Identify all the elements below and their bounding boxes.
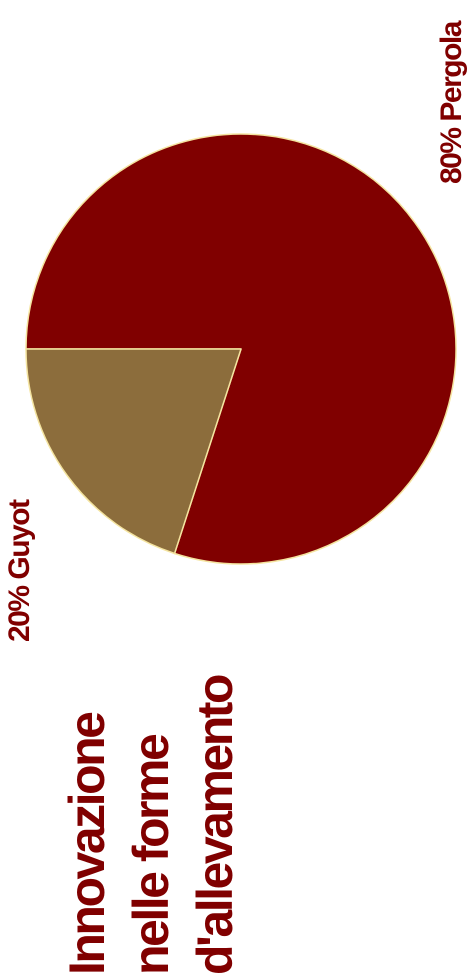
title-line-2: nelle forme: [123, 735, 179, 975]
title-line-1: Innovazione: [59, 713, 115, 975]
slice-label-guyot: 20% Guyot: [3, 500, 36, 642]
slice-label-pergola: 80% Pergola: [435, 22, 468, 184]
pie-slice-guyot: [25, 348, 242, 555]
title-line-3: d'allevamento: [187, 676, 243, 975]
chart-title: Innovazione nelle forme d'allevamento: [55, 595, 245, 975]
